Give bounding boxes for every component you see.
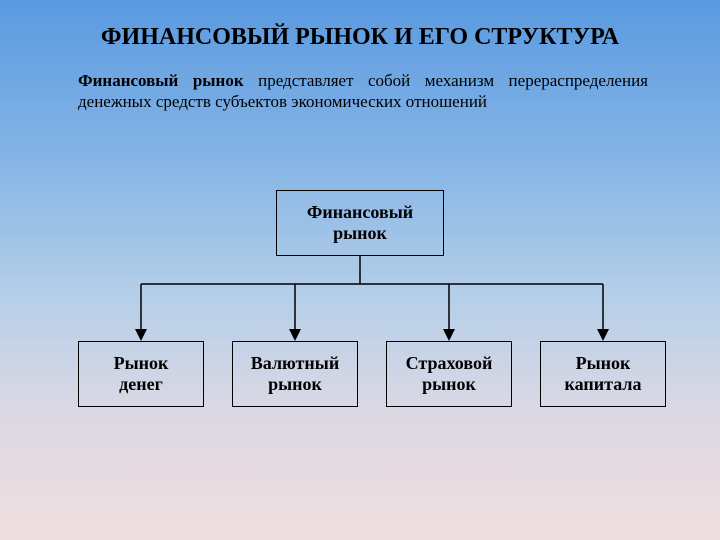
root-node: Финансовыйрынок xyxy=(276,190,444,256)
child-node-money-market: Рынокденег xyxy=(78,341,204,407)
desc-bold-term: Финансовый рынок xyxy=(78,71,244,90)
child-node-capital-market: Рыноккапитала xyxy=(540,341,666,407)
child-node-insurance-market: Страховойрынок xyxy=(386,341,512,407)
description-paragraph: Финансовый рынок представляет собой меха… xyxy=(78,70,648,113)
child-node-currency-market: Валютныйрынок xyxy=(232,341,358,407)
page-title: ФИНАНСОВЫЙ РЫНОК И ЕГО СТРУКТУРА xyxy=(0,24,720,51)
